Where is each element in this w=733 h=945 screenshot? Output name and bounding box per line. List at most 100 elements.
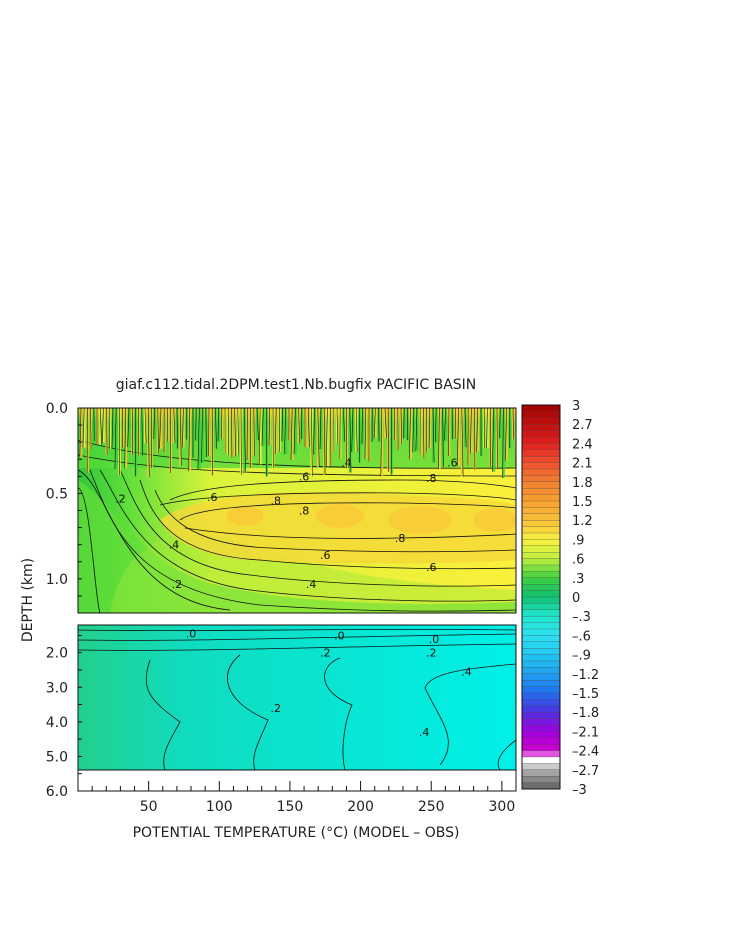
upper-contour-region-1 [78, 480, 516, 613]
colorbar-swatch [521, 443, 561, 451]
surface-noise-line [492, 408, 495, 472]
surface-noise-streak [86, 408, 89, 474]
surface-noise-line [502, 408, 504, 478]
colorbar-swatch [521, 718, 561, 726]
lower-contour-line-3 [78, 643, 516, 651]
contour-label: .6 [447, 457, 458, 470]
upper-contour-line-1 [78, 469, 231, 611]
colorbar-swatch [521, 500, 561, 508]
colorbar-swatch [521, 481, 561, 489]
surface-noise-streak [153, 408, 156, 439]
surface-noise-line [415, 408, 418, 452]
surface-noise-streak [307, 408, 310, 448]
contour-label: .2 [172, 578, 183, 591]
colorbar-label: 3 [572, 399, 580, 414]
surface-noise-streak [432, 408, 435, 463]
contour-label: .2 [115, 493, 126, 506]
surface-noise-streak [121, 408, 124, 448]
surface-noise-streak [457, 408, 460, 467]
colorbar-label: .6 [572, 553, 584, 568]
surface-noise-streak [182, 408, 185, 448]
surface-noise-streak [320, 408, 323, 450]
colorbar-label: 0 [572, 591, 580, 606]
upper-contour-line-13 [78, 487, 101, 613]
colorbar-swatch [521, 532, 561, 540]
surface-noise-line [311, 408, 313, 476]
surface-noise-streak [291, 408, 294, 461]
colorbar-swatch [521, 667, 561, 675]
colorbar-label: –.3 [572, 610, 591, 625]
lower-contour-line-1 [78, 629, 516, 631]
surface-noise-line [114, 408, 117, 469]
surface-noise-streak [505, 408, 508, 461]
surface-noise-streak [268, 408, 272, 446]
upper-contour-line-6 [154, 489, 516, 553]
upper-panel [77, 407, 517, 614]
y-axis-ticks-upper: 0.0 0.5 1.0 [46, 401, 82, 597]
surface-noise-streak [112, 408, 115, 448]
colorbar-swatch [521, 590, 561, 598]
surface-noise-line [499, 408, 501, 439]
surface-noise-streak [294, 408, 297, 455]
lower-contour-line-8 [497, 739, 516, 770]
surface-noise-streak [403, 408, 406, 439]
surface-noise-line [323, 408, 326, 475]
upper-contour-line-2 [89, 469, 516, 612]
colorbar-swatch [521, 769, 561, 777]
surface-noise-line [102, 408, 104, 443]
surface-noise-line [127, 408, 130, 447]
surface-noise-line [464, 408, 467, 448]
surface-noise-line [215, 408, 217, 449]
x-tick-label: 50 [140, 799, 158, 815]
surface-noise-streak [364, 408, 368, 459]
y-tick-label: 0.5 [46, 486, 68, 502]
surface-noise-line [173, 408, 176, 444]
colorbar-swatch [521, 513, 561, 521]
surface-noise-line [231, 408, 233, 458]
colorbar-swatch [521, 609, 561, 617]
colorbar-label: 2.4 [572, 437, 593, 452]
surface-noise-streak [361, 408, 364, 445]
surface-noise-line [476, 408, 479, 452]
surface-noise-streak [499, 408, 502, 439]
surface-noise-line [153, 408, 155, 439]
upper-max-blob-3 [388, 506, 452, 534]
surface-noise-streak [83, 408, 86, 448]
surface-noise-line [179, 408, 182, 466]
colorbar-swatch [521, 641, 561, 649]
surface-noise-line [486, 408, 488, 448]
colorbar-swatch [521, 750, 561, 758]
surface-noise-streak [208, 408, 211, 457]
contour-label: .2 [320, 647, 331, 660]
upper-contour-region-2 [110, 534, 516, 613]
x-tick-label: 200 [347, 799, 374, 815]
surface-noise-line [243, 408, 246, 472]
lower-contour-line-5 [227, 654, 269, 770]
colorbar-swatch [521, 673, 561, 681]
colorbar-swatch [521, 680, 561, 688]
colorbar-label: .9 [572, 533, 584, 548]
surface-noise-line [432, 408, 435, 463]
surface-noise-line [343, 408, 345, 442]
upper-surface-noise [79, 408, 516, 478]
y-tick-label: 4.0 [46, 715, 68, 731]
surface-noise-streak [160, 408, 163, 449]
colorbar-swatch [521, 494, 561, 502]
contour-label: .4 [419, 726, 430, 739]
surface-noise-streak [147, 408, 150, 477]
surface-noise-line [319, 408, 322, 450]
surface-noise-line [435, 408, 437, 443]
colorbar-label: .3 [572, 572, 584, 587]
surface-noise-streak [172, 408, 176, 444]
surface-noise-streak [467, 408, 470, 466]
colorbar-swatch [521, 520, 561, 528]
y-tick-label: 1.0 [46, 572, 68, 588]
colorbar-swatch [521, 692, 561, 700]
colorbar-label: –2.4 [572, 745, 599, 760]
surface-noise-streak [179, 408, 182, 466]
surface-noise-line [351, 408, 354, 452]
surface-noise-line [325, 408, 328, 467]
surface-noise-line [274, 408, 277, 454]
colorbar-swatch [521, 622, 561, 630]
